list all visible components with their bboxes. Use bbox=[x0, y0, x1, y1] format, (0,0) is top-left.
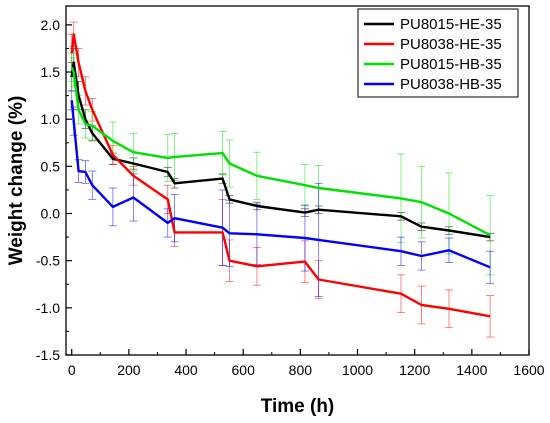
y-tick-label: 0.0 bbox=[41, 206, 61, 222]
x-tick-label: 200 bbox=[117, 362, 141, 378]
x-tick-label: 400 bbox=[174, 362, 198, 378]
x-axis-title: Time (h) bbox=[261, 396, 335, 417]
y-tick-label: 1.0 bbox=[41, 111, 61, 127]
y-tick-label: 2.0 bbox=[41, 17, 61, 33]
series-line bbox=[70, 66, 491, 237]
y-tick-label: 0.5 bbox=[41, 158, 61, 174]
x-tick-label: 1000 bbox=[342, 362, 373, 378]
series-line bbox=[70, 61, 491, 239]
y-tick-label: 1.5 bbox=[41, 64, 61, 80]
legend-label: PU8015-HB-35 bbox=[400, 56, 502, 73]
legend-label: PU8038-HE-35 bbox=[400, 36, 502, 53]
y-axis-title: Weight change (%) bbox=[6, 96, 27, 266]
x-axis-ticks: 0 200 400 600 800 1000 1200 1400 1600 bbox=[68, 349, 545, 378]
y-tick-label: -1.5 bbox=[36, 347, 60, 363]
x-tick-label: 1200 bbox=[399, 362, 430, 378]
x-tick-label: 0 bbox=[68, 362, 76, 378]
legend-label: PU8038-HB-35 bbox=[400, 76, 502, 93]
y-tick-label: -1.0 bbox=[36, 300, 60, 316]
legend: PU8015-HE-35 PU8038-HE-35 PU8015-HB-35 PU80… bbox=[357, 8, 519, 98]
y-tick-label: -0.5 bbox=[36, 253, 60, 269]
x-tick-label: 600 bbox=[232, 362, 256, 378]
x-tick-label: 1600 bbox=[513, 362, 544, 378]
x-tick-label: 800 bbox=[289, 362, 313, 378]
legend-items: PU8015-HE-35 PU8038-HE-35 PU8015-HB-35 PU80… bbox=[364, 16, 502, 93]
plot-area-frame bbox=[65, 5, 530, 356]
series-line bbox=[70, 100, 491, 269]
legend-label: PU8015-HE-35 bbox=[400, 16, 502, 33]
x-tick-label: 1400 bbox=[456, 362, 487, 378]
series-line bbox=[70, 33, 491, 318]
series-lines-layer bbox=[70, 33, 491, 318]
y-axis-ticks: -1.5 -1.0 -0.5 0.0 0.5 1.0 1.5 2.0 bbox=[36, 17, 72, 363]
